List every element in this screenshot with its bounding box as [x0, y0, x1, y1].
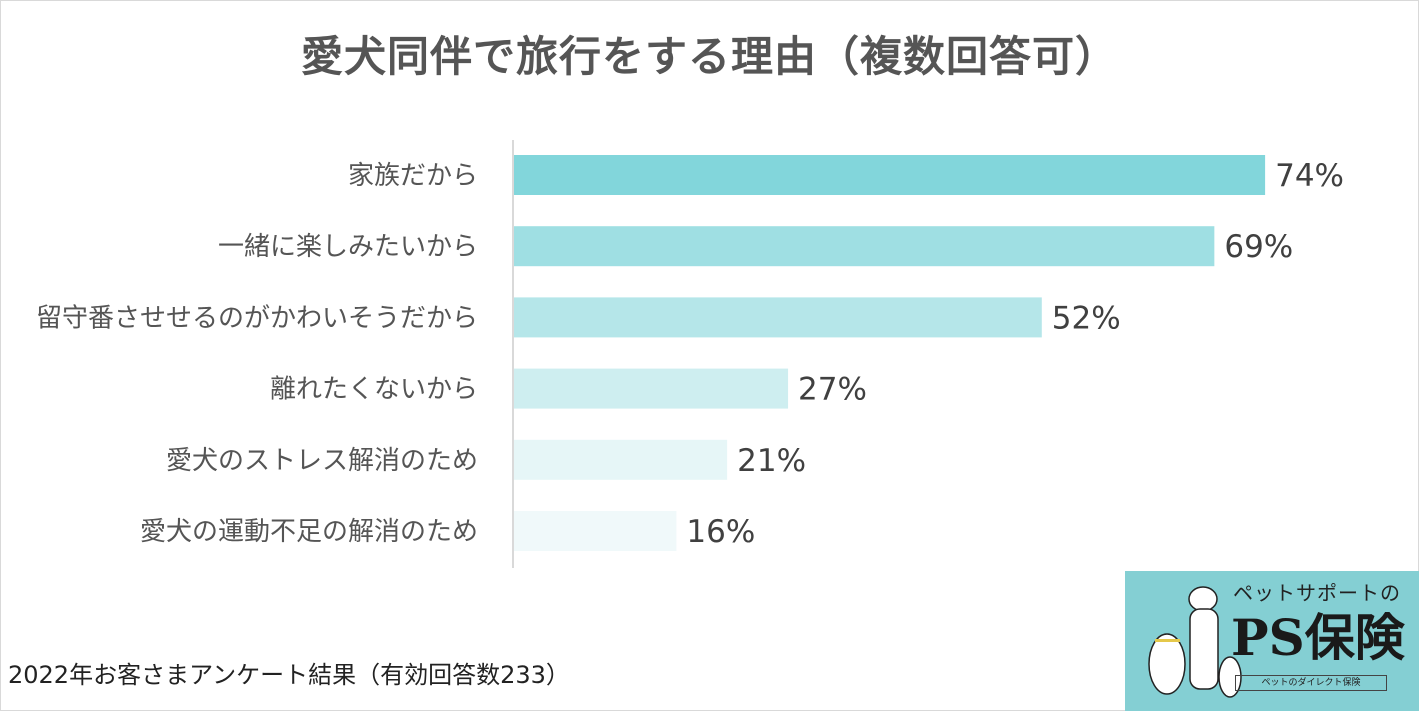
data-label: 74% [1275, 158, 1344, 194]
bar [514, 226, 1215, 267]
category-label: 愛犬のストレス解消のため [166, 446, 478, 476]
ps-hoken-logo: ペットサポートの PS保険 ペットのダイレクト保険 [1125, 571, 1419, 711]
category-label: 離れたくないから [270, 375, 478, 405]
data-label: 16% [686, 514, 755, 550]
bar [514, 368, 789, 409]
category-label: 愛犬の運動不足の解消のため [140, 517, 478, 547]
logo-main-text: PS保険 [1231, 608, 1405, 667]
chart-title: 愛犬同伴で旅行をする理由（複数回答可） [300, 32, 1118, 81]
data-label: 69% [1224, 229, 1293, 265]
logo-subtitle: ペットサポートの [1233, 581, 1401, 605]
data-label: 27% [798, 372, 867, 408]
bar [514, 439, 728, 480]
bar [514, 155, 1266, 195]
bar [514, 511, 677, 551]
footnote: 2022年お客さまアンケート結果（有効回答数233） [8, 661, 570, 689]
data-label: 52% [1052, 300, 1121, 336]
category-label: 留守番させせるのがかわいそうだから [36, 303, 478, 333]
bar [514, 297, 1042, 338]
logo-tagline: ペットのダイレクト保険 [1235, 675, 1387, 691]
data-label: 21% [737, 443, 806, 479]
dog-owner-cat-illustration-icon [1148, 586, 1242, 698]
category-label: 一緒に楽しみたいから [218, 232, 478, 262]
category-label: 家族だから [348, 161, 478, 191]
